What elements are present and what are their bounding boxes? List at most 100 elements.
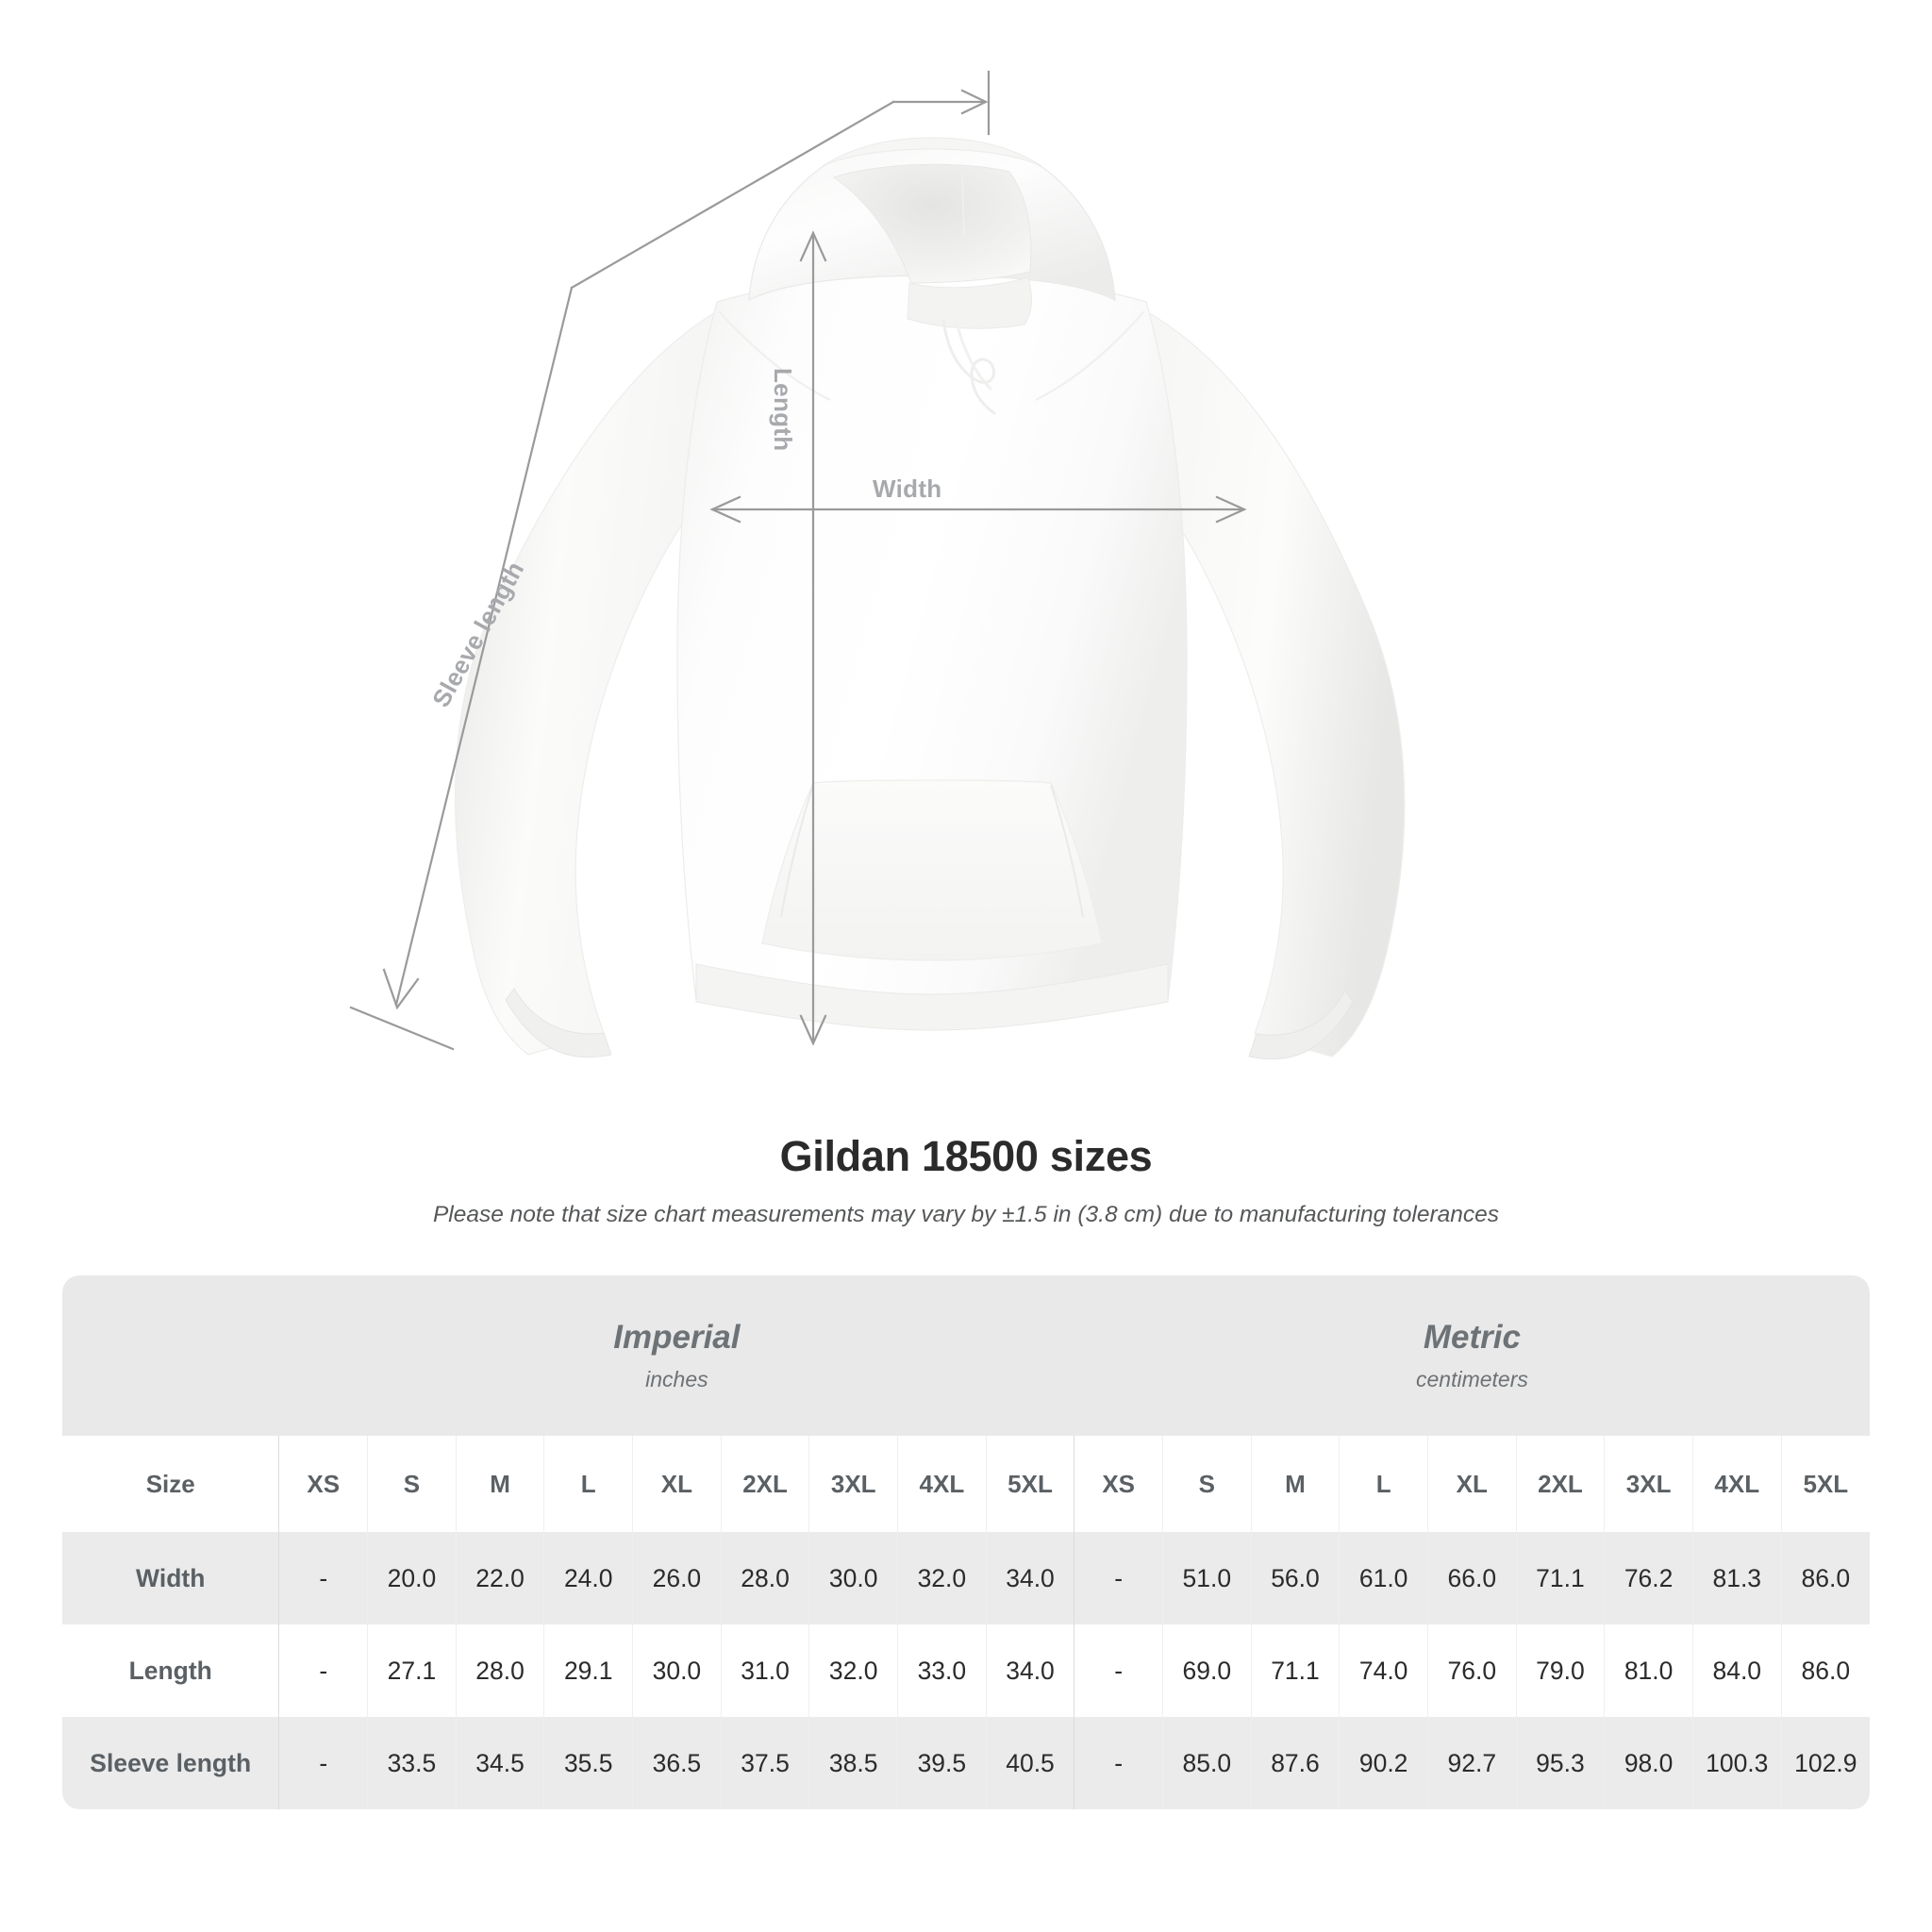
measurement-guides — [349, 70, 1247, 1051]
size-chart-table-container: Imperial inches Metric centimeters Size XS S M L… — [62, 1275, 1870, 1809]
table-row: Width -20.0 22.0 24.0 26.0 28.0 30.0 32.0 34.0-5… — [62, 1532, 1870, 1624]
cell-sleeve-length-metric-xs: - — [1074, 1717, 1163, 1809]
cell-sleeve-length-imperial-s: 33.5 — [367, 1717, 457, 1809]
size-header-metric-m: M — [1250, 1436, 1340, 1532]
cell-length-imperial-5xl: 34.0 — [985, 1624, 1074, 1717]
cell-width-metric-4xl: 81.3 — [1691, 1532, 1782, 1624]
cell-width-metric-5xl: 86.0 — [1780, 1532, 1870, 1624]
size-header-imperial-2xl: 2XL — [720, 1436, 809, 1532]
cell-length-metric-2xl: 79.0 — [1515, 1624, 1605, 1717]
cell-length-imperial-l: 29.1 — [543, 1624, 633, 1717]
cell-width-imperial-l: 24.0 — [543, 1532, 633, 1624]
cell-width-metric-3xl: 76.2 — [1604, 1532, 1693, 1624]
garment-measurement-diagram: Length Width Sleeve length — [349, 70, 1406, 1060]
table-row: Sleeve length -33.5 34.5 35.5 36.5 37.5 38.5 39… — [62, 1717, 1870, 1809]
size-header-imperial-l: L — [543, 1436, 633, 1532]
title-block: Gildan 18500 sizes Please note that size… — [0, 1132, 1932, 1228]
cell-sleeve-length-metric-l: 90.2 — [1339, 1717, 1428, 1809]
cell-width-metric-s: 51.0 — [1162, 1532, 1252, 1624]
cell-sleeve-length-imperial-xl: 36.5 — [632, 1717, 722, 1809]
unit-group-metric: Metric centimeters — [1074, 1275, 1870, 1436]
length-dimension-label: Length — [769, 368, 797, 452]
cell-width-metric-2xl: 71.1 — [1515, 1532, 1605, 1624]
size-header-metric-l: L — [1339, 1436, 1428, 1532]
width-arrow-head-left — [709, 495, 741, 524]
cell-width-imperial-4xl: 32.0 — [897, 1532, 987, 1624]
cell-sleeve-length-metric-m: 87.6 — [1250, 1717, 1340, 1809]
tolerance-note: Please note that size chart measurements… — [432, 1202, 1500, 1227]
hoodie-illustration — [454, 137, 1406, 1060]
cell-width-imperial-5xl: 34.0 — [985, 1532, 1074, 1624]
unit-group-subtitle: inches — [645, 1367, 708, 1391]
size-header-metric-s: S — [1162, 1436, 1252, 1532]
cell-width-imperial-m: 22.0 — [455, 1532, 544, 1624]
cell-length-metric-xl: 76.0 — [1426, 1624, 1517, 1717]
size-header-imperial-5xl: 5XL — [985, 1436, 1074, 1532]
cell-sleeve-length-imperial-xs: - — [278, 1717, 368, 1809]
unit-group-imperial: Imperial inches — [278, 1275, 1074, 1436]
cell-length-metric-s: 69.0 — [1162, 1624, 1252, 1717]
cell-sleeve-length-imperial-4xl: 39.5 — [897, 1717, 987, 1809]
size-header-imperial-3xl: 3XL — [808, 1436, 898, 1532]
unit-group-name: Metric — [1423, 1319, 1521, 1356]
unit-group-row: Imperial inches Metric centimeters — [62, 1275, 1870, 1436]
size-header-metric-2xl: 2XL — [1515, 1436, 1605, 1532]
cell-sleeve-length-imperial-m: 34.5 — [455, 1717, 544, 1809]
size-header-imperial-xs: XS — [278, 1436, 368, 1532]
cell-sleeve-length-metric-5xl: 102.9 — [1780, 1717, 1870, 1809]
cell-sleeve-length-metric-s: 85.0 — [1162, 1717, 1252, 1809]
cell-length-metric-xs: - — [1074, 1624, 1163, 1717]
cell-width-imperial-2xl: 28.0 — [720, 1532, 809, 1624]
cell-length-imperial-4xl: 33.0 — [897, 1624, 987, 1717]
width-dimension-label: Width — [873, 475, 942, 503]
cell-sleeve-length-imperial-2xl: 37.5 — [720, 1717, 809, 1809]
length-arrow-head-bottom — [799, 1014, 827, 1046]
cell-sleeve-length-imperial-5xl: 40.5 — [985, 1717, 1074, 1809]
cell-sleeve-length-metric-3xl: 98.0 — [1604, 1717, 1693, 1809]
page-title: Gildan 18500 sizes — [779, 1132, 1153, 1180]
size-header-imperial-m: M — [455, 1436, 544, 1532]
cell-length-metric-4xl: 84.0 — [1691, 1624, 1782, 1717]
sleeve-arrow-head-bottom — [382, 968, 420, 1010]
row-label-sleeve-length: Sleeve length — [62, 1717, 279, 1809]
cell-width-metric-m: 56.0 — [1250, 1532, 1340, 1624]
cell-length-imperial-m: 28.0 — [455, 1624, 544, 1717]
cell-length-metric-l: 74.0 — [1339, 1624, 1428, 1717]
cell-sleeve-length-metric-xl: 92.7 — [1426, 1717, 1517, 1809]
cell-length-imperial-3xl: 32.0 — [808, 1624, 898, 1717]
size-header-metric-xl: XL — [1426, 1436, 1517, 1532]
cell-length-imperial-s: 27.1 — [367, 1624, 457, 1717]
width-arrow-head-right — [1215, 495, 1247, 524]
size-header-imperial-xl: XL — [632, 1436, 722, 1532]
sleeve-arrow-head-top — [960, 89, 989, 115]
cell-sleeve-length-metric-2xl: 95.3 — [1515, 1717, 1605, 1809]
size-column-header: Size — [62, 1436, 279, 1532]
size-header-metric-4xl: 4XL — [1691, 1436, 1782, 1532]
cell-length-metric-m: 71.1 — [1250, 1624, 1340, 1717]
cell-length-metric-5xl: 86.0 — [1780, 1624, 1870, 1717]
cell-width-imperial-xl: 26.0 — [632, 1532, 722, 1624]
cell-width-imperial-xs: - — [278, 1532, 368, 1624]
size-header-imperial-4xl: 4XL — [897, 1436, 987, 1532]
table-row: Length -27.1 28.0 29.1 30.0 31.0 32.0 33.0 34.0-… — [62, 1624, 1870, 1717]
size-header-metric-5xl: 5XL — [1780, 1436, 1870, 1532]
size-header-metric-3xl: 3XL — [1604, 1436, 1693, 1532]
unit-row-spacer — [62, 1275, 279, 1436]
cell-width-metric-xl: 66.0 — [1426, 1532, 1517, 1624]
unit-group-subtitle: centimeters — [1415, 1367, 1528, 1391]
cell-length-metric-3xl: 81.0 — [1604, 1624, 1693, 1717]
cell-length-imperial-2xl: 31.0 — [720, 1624, 809, 1717]
cell-sleeve-length-imperial-3xl: 38.5 — [808, 1717, 898, 1809]
row-label-length: Length — [62, 1624, 279, 1717]
cell-length-imperial-xs: - — [278, 1624, 368, 1717]
size-header-metric-xs: XS — [1074, 1436, 1163, 1532]
size-header-row: Size XS S M L XL 2XL 3XL 4XL 5XL XS S M L XL 2XL 3XL 4XL 5… — [62, 1436, 1870, 1532]
length-arrow-head-top — [799, 230, 827, 262]
size-header-imperial-s: S — [367, 1436, 457, 1532]
cell-width-metric-xs: - — [1074, 1532, 1163, 1624]
cell-width-metric-l: 61.0 — [1339, 1532, 1428, 1624]
unit-group-name: Imperial — [613, 1319, 741, 1356]
cell-length-imperial-xl: 30.0 — [632, 1624, 722, 1717]
cell-width-imperial-3xl: 30.0 — [808, 1532, 898, 1624]
cell-sleeve-length-imperial-l: 35.5 — [543, 1717, 633, 1809]
